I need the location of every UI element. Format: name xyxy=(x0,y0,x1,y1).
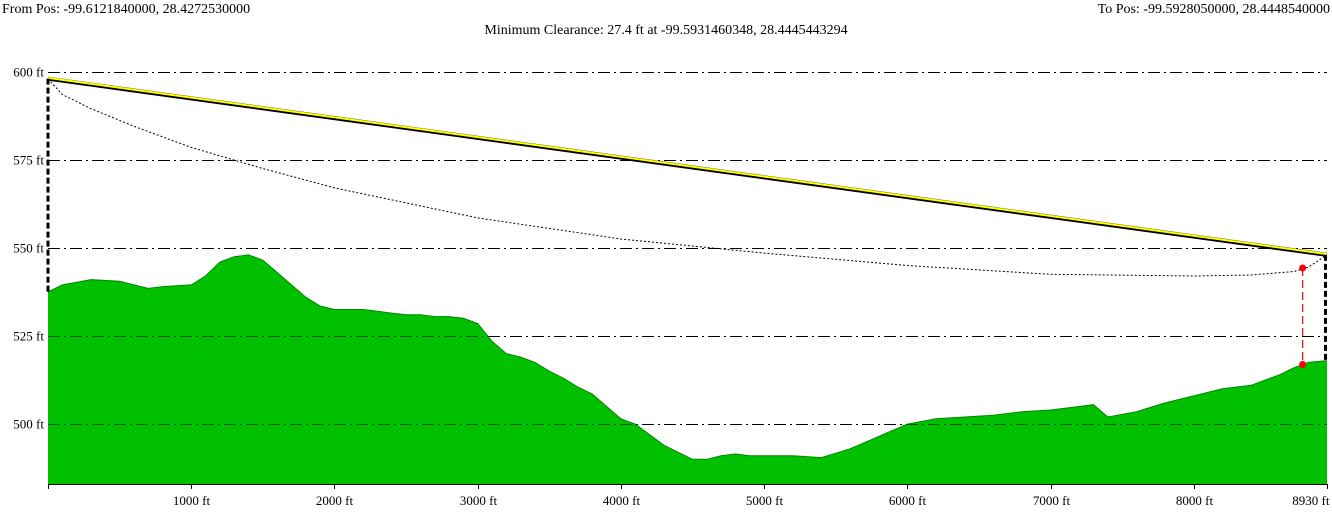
terrain-outline xyxy=(47,254,1328,460)
x-tick-label: 8930 ft xyxy=(1292,493,1330,508)
x-tick-label: 7000 ft xyxy=(1033,493,1071,508)
to-position-label: To Pos: -99.5928050000, 28.4448540000 xyxy=(1097,2,1330,17)
y-tick-label: 525 ft xyxy=(13,329,44,344)
y-tick-label: 550 ft xyxy=(13,241,44,256)
min-clearance-bottom-dot xyxy=(1299,361,1307,369)
fresnel-zone-line xyxy=(47,78,1328,277)
x-tick-label: 6000 ft xyxy=(889,493,927,508)
min-clearance-top-dot xyxy=(1299,264,1307,272)
x-tick-label: 3000 ft xyxy=(460,493,498,508)
y-tick-label: 600 ft xyxy=(13,65,44,80)
terrain-area xyxy=(48,254,1327,484)
x-tick-label: 8000 ft xyxy=(1176,493,1214,508)
y-tick-label: 500 ft xyxy=(13,417,44,432)
axis-layer: 500 ft 525 ft 550 ft 575 ft 600 ft 1000 ft 200… xyxy=(13,65,1330,509)
minimum-clearance-label: Minimum Clearance: 27.4 ft at -99.593146… xyxy=(484,23,848,38)
x-tick-label: 4000 ft xyxy=(603,493,641,508)
from-position-label: From Pos: -99.6121840000, 28.4272530000 xyxy=(2,2,251,17)
x-tick-label: 1000 ft xyxy=(173,493,211,508)
terrain-layer xyxy=(47,72,1328,484)
x-tick-label: 5000 ft xyxy=(746,493,784,508)
x-tick-label: 2000 ft xyxy=(316,493,354,508)
line-layer xyxy=(46,76,1328,369)
y-tick-label: 575 ft xyxy=(13,153,44,168)
line-of-sight xyxy=(47,76,1328,256)
